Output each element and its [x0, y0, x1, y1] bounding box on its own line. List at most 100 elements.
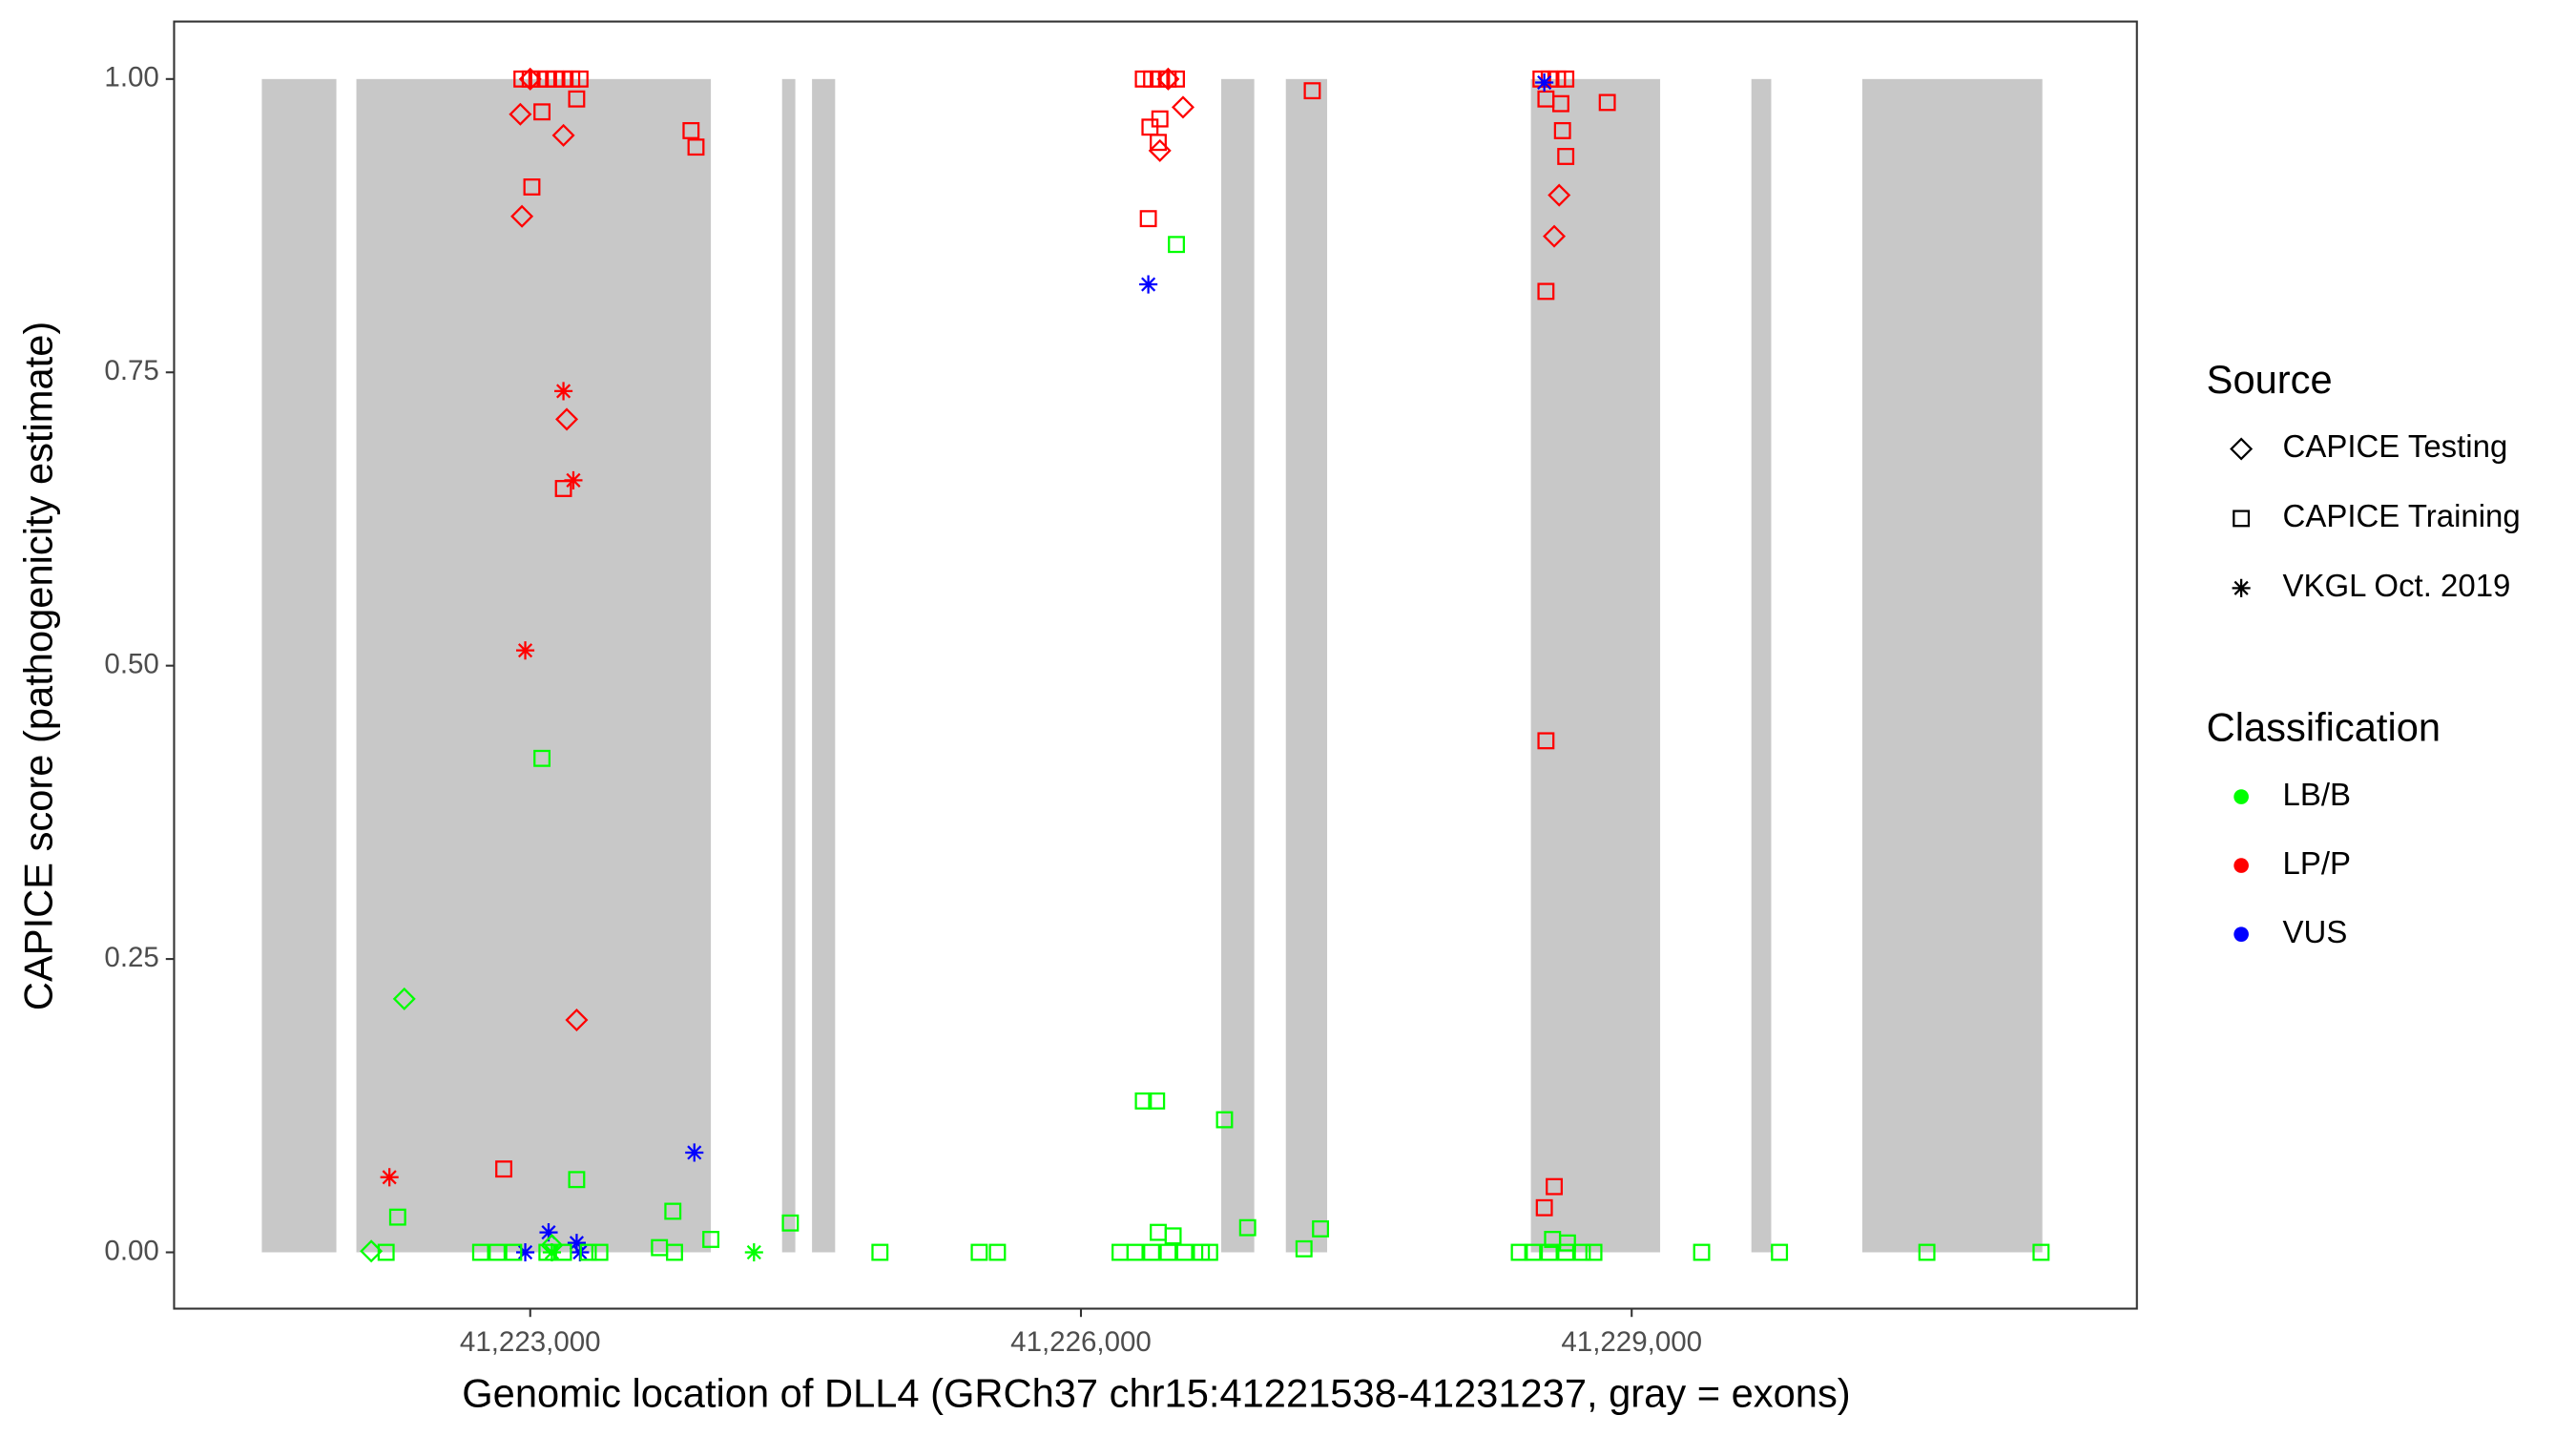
- legend-label: LB/B: [2283, 777, 2351, 812]
- square-marker: [388, 1208, 406, 1226]
- square-marker: [871, 1243, 889, 1261]
- legend-title: Source: [2207, 357, 2333, 402]
- diamond-marker: [1148, 138, 1172, 162]
- square-marker: [1168, 70, 1185, 88]
- diamond-marker: [551, 123, 575, 147]
- legend-label: CAPICE Testing: [2283, 428, 2508, 464]
- asterisk-marker: [744, 1242, 763, 1262]
- square-marker: [1537, 732, 1555, 750]
- square-marker: [523, 178, 541, 196]
- square-marker: [1557, 70, 1575, 88]
- x-tick-label: 41,223,000: [460, 1326, 601, 1358]
- square-marker: [488, 1243, 507, 1261]
- square-marker: [1553, 121, 1571, 139]
- square-marker: [970, 1243, 988, 1261]
- square-marker: [1693, 1243, 1711, 1261]
- square-marker: [682, 121, 700, 139]
- asterisk-marker: [380, 1168, 399, 1187]
- asterisk-marker: [1139, 275, 1158, 294]
- square-marker: [1164, 1227, 1182, 1245]
- x-axis-title: Genomic location of DLL4 (GRCh37 chr15:4…: [462, 1371, 1850, 1416]
- square-marker: [702, 1231, 720, 1248]
- legend-title: Classification: [2207, 705, 2441, 750]
- exon: [1530, 78, 1661, 1253]
- diamond-marker: [1156, 67, 1180, 91]
- square-marker: [1134, 1092, 1153, 1110]
- asterisk-marker: [564, 470, 583, 489]
- square-marker: [2032, 1243, 2050, 1261]
- square-marker: [568, 1171, 586, 1189]
- y-tick-label: 0.75: [104, 355, 158, 386]
- asterisk-marker: [539, 1223, 558, 1242]
- diamond-marker: [565, 1009, 589, 1032]
- square-marker: [533, 749, 551, 767]
- square-marker: [1200, 1243, 1218, 1261]
- square-marker: [1535, 1198, 1553, 1217]
- square-marker: [591, 1243, 609, 1261]
- square-marker: [781, 1214, 800, 1232]
- diamond-marker: [518, 67, 542, 91]
- diamond-marker: [1543, 224, 1567, 248]
- square-marker: [554, 480, 572, 497]
- square-marker: [1585, 1243, 1603, 1261]
- square-marker: [666, 1243, 683, 1261]
- square-marker: [1537, 282, 1555, 301]
- square-marker: [687, 138, 705, 156]
- y-tick-label: 1.00: [104, 62, 158, 94]
- square-marker: [1558, 1234, 1576, 1252]
- diamond-marker: [1548, 183, 1571, 207]
- asterisk-marker: [2232, 578, 2251, 597]
- exon: [1285, 78, 1328, 1253]
- exon: [261, 78, 337, 1253]
- square-marker: [1295, 1239, 1313, 1258]
- square-marker: [1175, 1243, 1194, 1261]
- square-marker: [1540, 1243, 1558, 1261]
- square-marker: [1557, 148, 1575, 165]
- square-marker: [1148, 1092, 1166, 1110]
- square-marker: [1524, 1243, 1542, 1261]
- exon: [1751, 78, 1772, 1253]
- diamond-marker: [1171, 95, 1195, 119]
- square-marker: [495, 1160, 512, 1178]
- exon: [1861, 78, 2043, 1253]
- square-marker: [579, 1243, 597, 1261]
- x-tick-label: 41,226,000: [1010, 1326, 1152, 1358]
- square-marker: [1151, 110, 1169, 128]
- square-marker: [1573, 1243, 1591, 1261]
- square-marker: [1159, 1243, 1177, 1261]
- diamond-marker: [360, 1239, 384, 1263]
- square-marker: [1510, 1243, 1528, 1261]
- square-marker: [571, 70, 589, 88]
- square-marker: [568, 90, 586, 108]
- diamond-marker: [555, 407, 579, 431]
- asterisk-marker: [1535, 73, 1554, 93]
- y-axis-title: CAPICE score (pathogenicity estimate): [16, 322, 61, 1010]
- diamond-marker: [392, 987, 416, 1010]
- asterisk-marker: [554, 382, 573, 401]
- square-marker: [1126, 1243, 1144, 1261]
- legend-label: LP/P: [2283, 845, 2351, 881]
- square-marker: [1168, 236, 1185, 254]
- square-marker: [1546, 1177, 1563, 1196]
- exon: [781, 78, 796, 1253]
- x-tick-label: 41,229,000: [1561, 1326, 1702, 1358]
- asterisk-marker: [685, 1143, 704, 1162]
- asterisk-marker: [516, 641, 535, 660]
- square-marker: [2233, 510, 2251, 528]
- square-marker: [1918, 1243, 1936, 1261]
- square-marker: [988, 1243, 1007, 1261]
- exon: [812, 78, 836, 1253]
- diamond-marker: [509, 102, 532, 126]
- square-marker: [1139, 210, 1157, 228]
- square-marker: [1557, 1243, 1575, 1261]
- asterisk-marker: [542, 1242, 562, 1262]
- exon: [356, 78, 712, 1253]
- square-marker: [1215, 1111, 1234, 1129]
- square-marker: [1598, 94, 1616, 112]
- square-marker: [1312, 1219, 1330, 1238]
- exon: [1220, 78, 1255, 1253]
- y-tick-label: 0.25: [104, 942, 158, 973]
- y-tick-label: 0.50: [104, 648, 158, 679]
- legend-label: VKGL Oct. 2019: [2283, 568, 2511, 603]
